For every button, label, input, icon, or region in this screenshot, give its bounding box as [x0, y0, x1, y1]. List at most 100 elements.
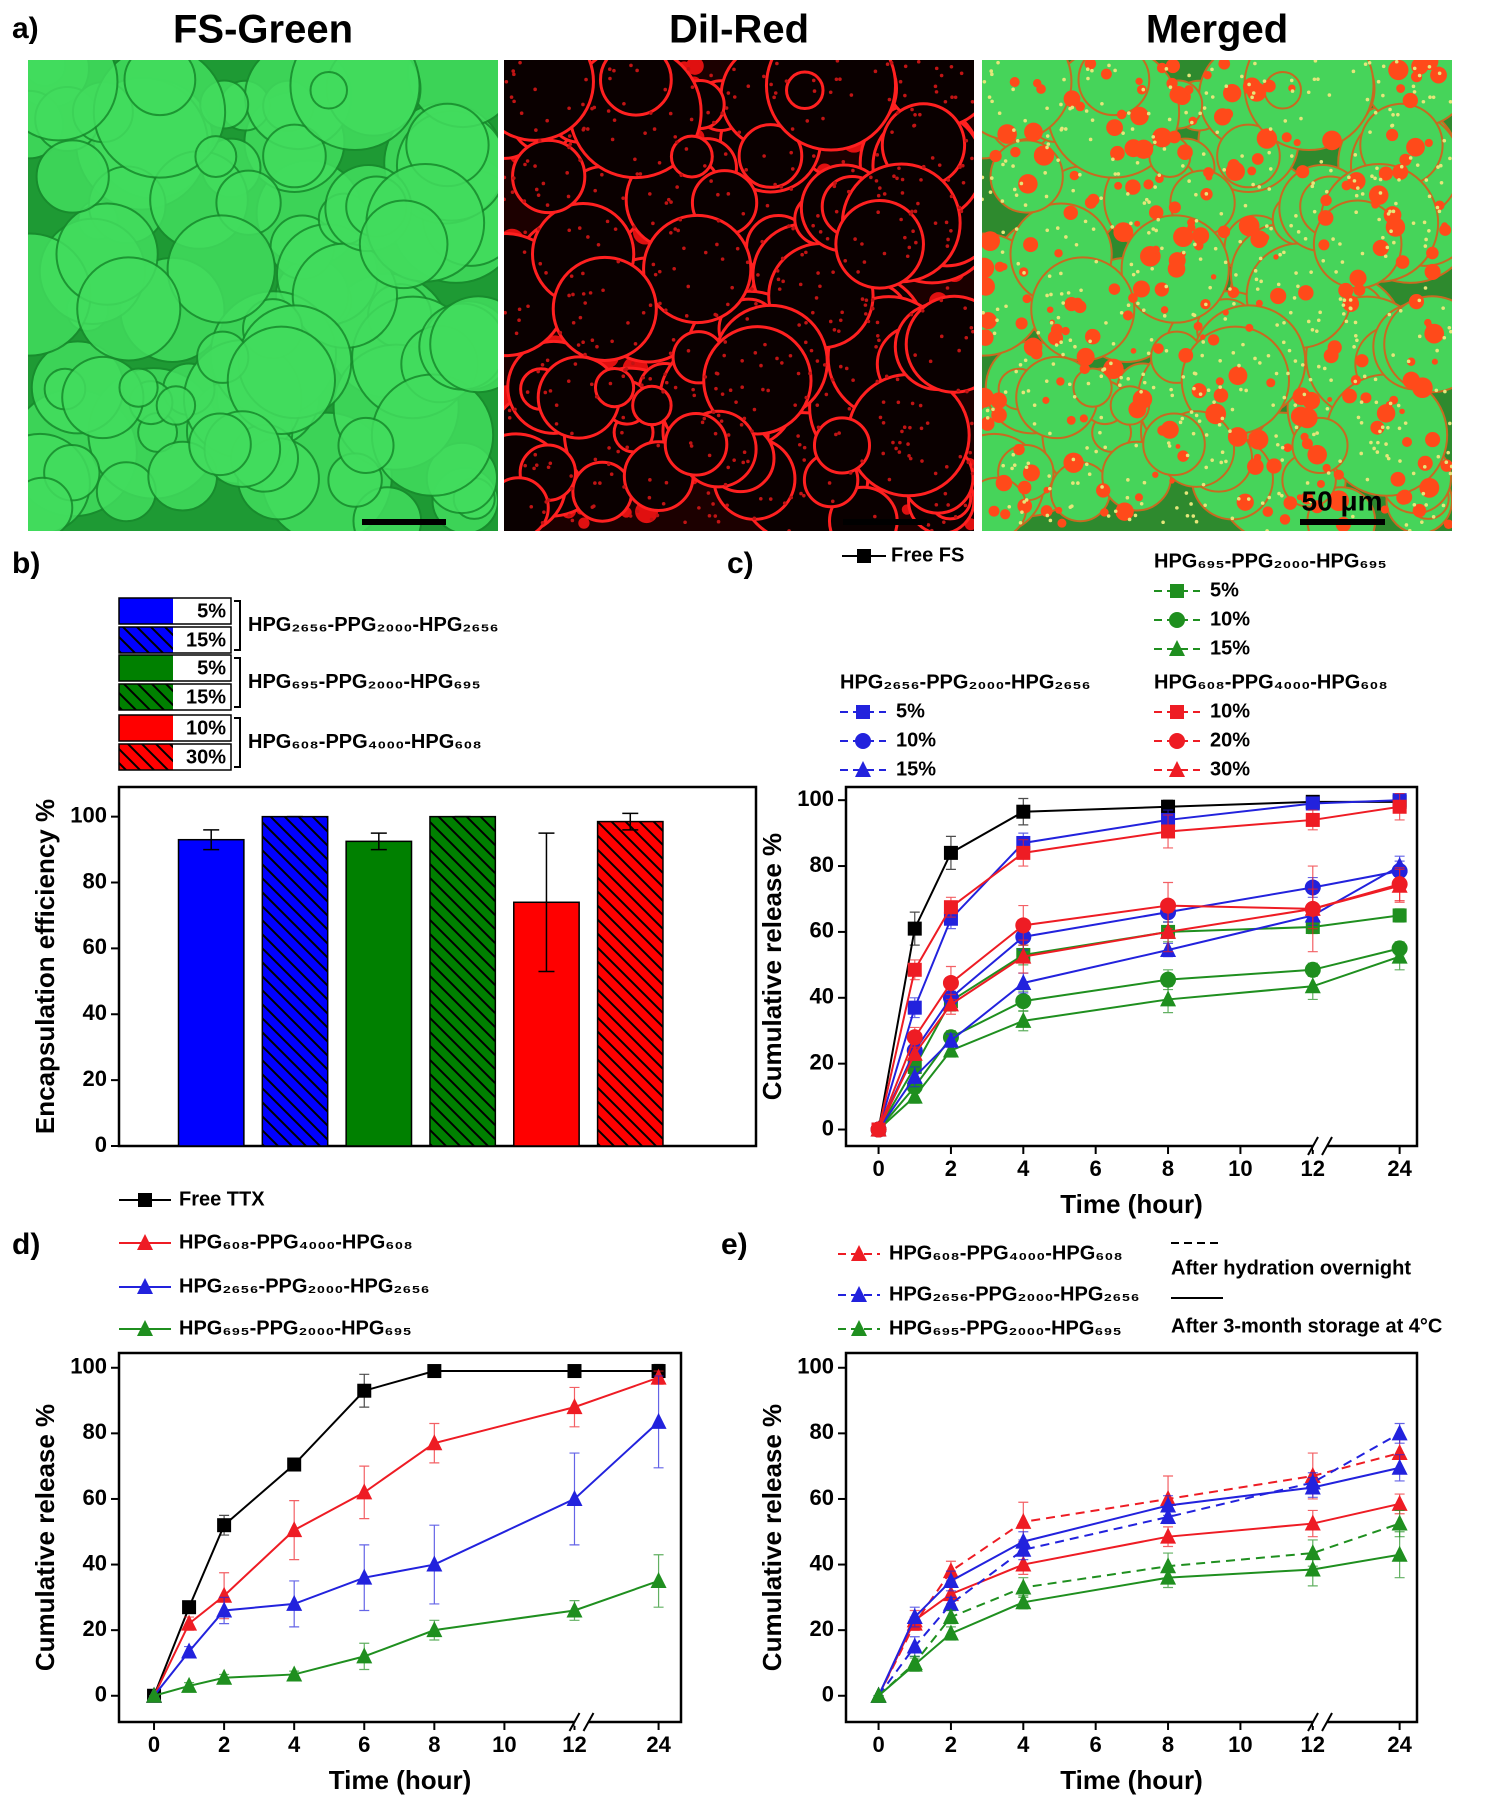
dot	[982, 197, 984, 202]
dot	[1258, 361, 1262, 365]
stain	[1426, 246, 1439, 260]
dot	[1280, 458, 1285, 462]
data-point	[1391, 1458, 1408, 1475]
dot	[513, 407, 517, 412]
stain	[1153, 343, 1164, 354]
stain	[1128, 293, 1138, 303]
legend-bracket	[234, 657, 241, 708]
bar	[177, 838, 245, 1147]
dot	[1222, 168, 1227, 172]
dot	[1448, 99, 1452, 104]
stain	[1116, 109, 1127, 120]
dot	[641, 375, 645, 380]
dot	[789, 150, 794, 155]
dot	[1421, 99, 1426, 104]
dot	[740, 385, 744, 390]
dot	[661, 502, 666, 506]
legend-marker	[1169, 761, 1185, 777]
dot	[876, 193, 881, 198]
legend-box	[118, 626, 232, 654]
dot	[1422, 220, 1427, 225]
data-point	[182, 1600, 197, 1615]
dot	[1111, 157, 1115, 162]
dot	[1356, 415, 1361, 420]
stain	[1000, 509, 1011, 520]
droplet	[737, 123, 804, 189]
stain	[1193, 321, 1203, 331]
dot	[570, 431, 574, 436]
dot	[802, 445, 807, 450]
stain	[1160, 306, 1169, 314]
stain	[1347, 172, 1366, 191]
dot	[1367, 60, 1372, 65]
y-tick-label: 100	[797, 1354, 834, 1379]
dot	[964, 138, 969, 143]
dot	[957, 348, 961, 353]
dot	[1142, 201, 1147, 205]
stain	[1399, 153, 1412, 166]
dot	[1144, 197, 1149, 202]
dot	[522, 199, 527, 203]
plot-frame	[117, 1351, 683, 1724]
dot	[1443, 389, 1447, 394]
axis-break-gap	[574, 1718, 589, 1726]
stain	[1424, 138, 1433, 148]
droplet	[571, 460, 634, 523]
dot	[1324, 189, 1329, 194]
dot	[593, 188, 598, 193]
dot	[1099, 374, 1104, 379]
dot	[811, 223, 815, 228]
y-tick-label: 20	[83, 1616, 107, 1641]
dot	[1142, 480, 1147, 485]
dot	[1437, 209, 1442, 214]
data-point	[1391, 876, 1408, 893]
stain	[1378, 166, 1393, 181]
dot	[1383, 254, 1388, 259]
dot	[624, 367, 629, 371]
dot	[1098, 430, 1102, 435]
stain	[1017, 498, 1033, 514]
data-point	[1305, 812, 1320, 827]
stain	[1238, 215, 1260, 237]
stain	[990, 392, 1007, 409]
dot	[569, 274, 574, 278]
dot	[1012, 128, 1016, 132]
stain	[1169, 86, 1188, 104]
stain	[1015, 317, 1028, 330]
series-line	[153, 1580, 659, 1697]
dot	[1003, 390, 1008, 394]
dot	[573, 362, 578, 366]
dot	[1331, 237, 1335, 241]
dot	[1011, 87, 1015, 92]
dot	[1306, 90, 1311, 95]
stain	[1130, 106, 1149, 126]
y-tick-label: 40	[810, 984, 834, 1009]
dot	[640, 383, 644, 387]
stain	[1110, 145, 1125, 161]
dot	[1435, 348, 1439, 353]
dot	[689, 117, 694, 122]
data-point	[1305, 796, 1320, 811]
droplet	[28, 60, 119, 142]
dot	[629, 63, 633, 68]
dot	[921, 164, 926, 169]
dot	[995, 318, 999, 323]
dot	[1381, 64, 1386, 69]
dot	[881, 400, 886, 404]
dot	[1135, 160, 1140, 165]
data-point	[1160, 1568, 1177, 1585]
dot	[1223, 317, 1228, 321]
panel-label: e)	[721, 1228, 748, 1261]
dot	[711, 502, 715, 506]
dot	[534, 128, 538, 132]
dot	[1276, 282, 1281, 287]
dot	[1003, 159, 1008, 163]
dot	[1204, 192, 1209, 196]
image-title: FS-Green	[173, 8, 353, 52]
dot	[987, 95, 992, 99]
dot	[874, 179, 879, 183]
dot	[908, 456, 913, 461]
dot	[1187, 179, 1191, 183]
data-point	[1391, 947, 1408, 964]
dot	[824, 392, 829, 397]
